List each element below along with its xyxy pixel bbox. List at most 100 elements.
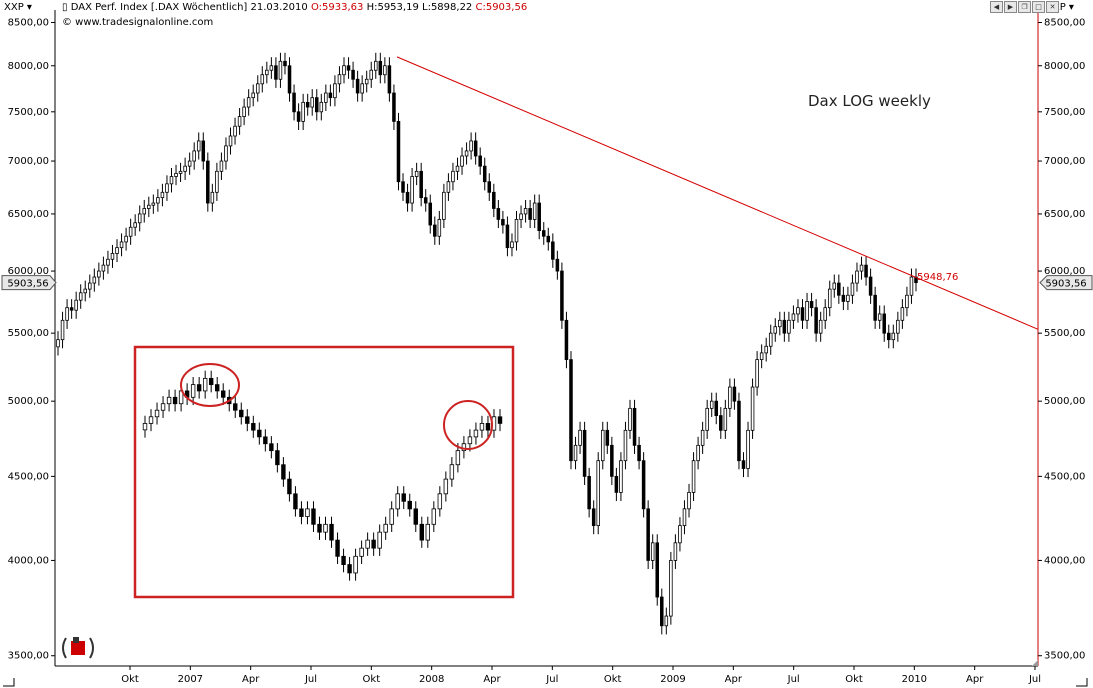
main-candle-body: [564, 319, 569, 360]
main-candle: [56, 331, 60, 356]
main-candle-body: [92, 276, 97, 284]
main-candle: [274, 57, 278, 88]
main-candle: [560, 262, 564, 329]
inset-candle: [401, 486, 406, 510]
trendline-label: 5948,76: [917, 272, 958, 283]
close-value: C:5903,56: [475, 2, 528, 13]
close-icon[interactable]: ✕: [1046, 1, 1059, 13]
main-candle: [632, 399, 637, 454]
main-candle: [423, 189, 428, 212]
inset-candle: [263, 429, 268, 452]
main-candle: [773, 318, 778, 342]
main-candle-body: [700, 429, 705, 446]
main-candle: [832, 274, 837, 298]
y-tick-label-right: 8500,00: [1044, 17, 1085, 28]
main-candle: [355, 70, 360, 102]
main-candle: [782, 311, 787, 342]
overlays: 5948,76 5903,56 5903,56: [1, 56, 1093, 687]
inset-chart: [133, 345, 515, 599]
main-candle: [628, 399, 632, 439]
main-candle: [891, 324, 896, 349]
inset-candle: [172, 389, 178, 412]
main-candle-body: [451, 170, 455, 183]
inset-candle: [275, 443, 280, 473]
main-candle: [746, 421, 750, 478]
main-candle: [283, 52, 287, 75]
symbol-selector-left[interactable]: XXP ▾: [4, 2, 32, 13]
x-tick-label: Jul: [545, 674, 558, 685]
main-candle-body: [846, 294, 850, 302]
main-candle: [405, 183, 410, 212]
inset-candle: [251, 415, 256, 438]
main-candle: [791, 305, 796, 329]
main-candle: [478, 147, 482, 175]
main-candle-body: [405, 191, 410, 204]
main-candle: [369, 61, 373, 88]
main-candle: [251, 84, 255, 107]
main-candle: [246, 89, 251, 116]
main-candle-body: [310, 97, 314, 108]
scroll-right-icon[interactable]: ▶: [1004, 1, 1017, 13]
inset-candle-body: [214, 384, 220, 392]
inset-candle: [305, 501, 310, 525]
y-tick-label-right: 3500,00: [1044, 651, 1085, 662]
inset-candle: [443, 471, 449, 502]
main-candle-body: [682, 508, 687, 527]
inset-candle-body: [311, 508, 316, 525]
main-candle-body: [505, 224, 510, 249]
price-tag-left: [1, 275, 57, 291]
main-candle: [691, 452, 696, 502]
inset-candle: [437, 486, 443, 517]
main-candle-body: [487, 181, 492, 193]
main-candle-body: [97, 270, 101, 278]
main-candle: [532, 194, 537, 229]
main-candle-body: [532, 202, 537, 220]
logo-laurel-left: [62, 637, 67, 659]
inset-candle-body: [245, 416, 250, 424]
main-candle-body: [850, 282, 855, 296]
main-candle: [859, 256, 864, 280]
main-candle: [637, 436, 641, 470]
main-candle: [387, 57, 392, 102]
main-candle-body: [233, 125, 237, 137]
main-candle: [428, 194, 433, 234]
inset-candle: [257, 422, 262, 445]
main-candle: [510, 233, 514, 257]
price-tag-right: [1039, 275, 1093, 291]
main-candle: [501, 210, 505, 234]
main-candle: [601, 421, 605, 470]
main-candle: [482, 157, 487, 191]
main-candle-body: [360, 83, 364, 94]
main-candle: [541, 222, 546, 245]
scroll-left-icon[interactable]: ◀: [990, 1, 1003, 13]
main-candle-body: [378, 60, 383, 76]
main-candle-body: [374, 60, 378, 71]
inset-candle-body: [190, 384, 196, 398]
main-candle: [260, 66, 265, 93]
main-candle: [487, 173, 492, 201]
main-candle-body: [855, 270, 859, 284]
chart-title: Dax LOG weekly: [808, 92, 931, 110]
main-candle-body: [614, 475, 619, 493]
inset-candle: [208, 370, 214, 393]
y-tick-label-right: 8000,00: [1044, 61, 1085, 72]
inset-candle-body: [281, 464, 286, 480]
main-candle-body: [133, 222, 137, 228]
main-candle: [759, 344, 764, 369]
main-candle-body: [492, 191, 496, 209]
maximize-icon[interactable]: □: [1032, 1, 1045, 13]
inset-candle: [497, 409, 503, 432]
restore-icon[interactable]: ❐: [1018, 1, 1031, 13]
main-candle: [827, 280, 832, 317]
main-candle: [137, 205, 142, 232]
main-candle: [314, 89, 319, 121]
inset-candle: [467, 429, 473, 452]
main-candle-body: [296, 111, 301, 122]
main-candle: [174, 164, 178, 186]
inset-candle: [413, 501, 418, 533]
main-candle: [78, 284, 83, 309]
main-candle: [905, 286, 909, 317]
main-candle-body: [573, 444, 578, 462]
main-candle: [841, 286, 846, 311]
